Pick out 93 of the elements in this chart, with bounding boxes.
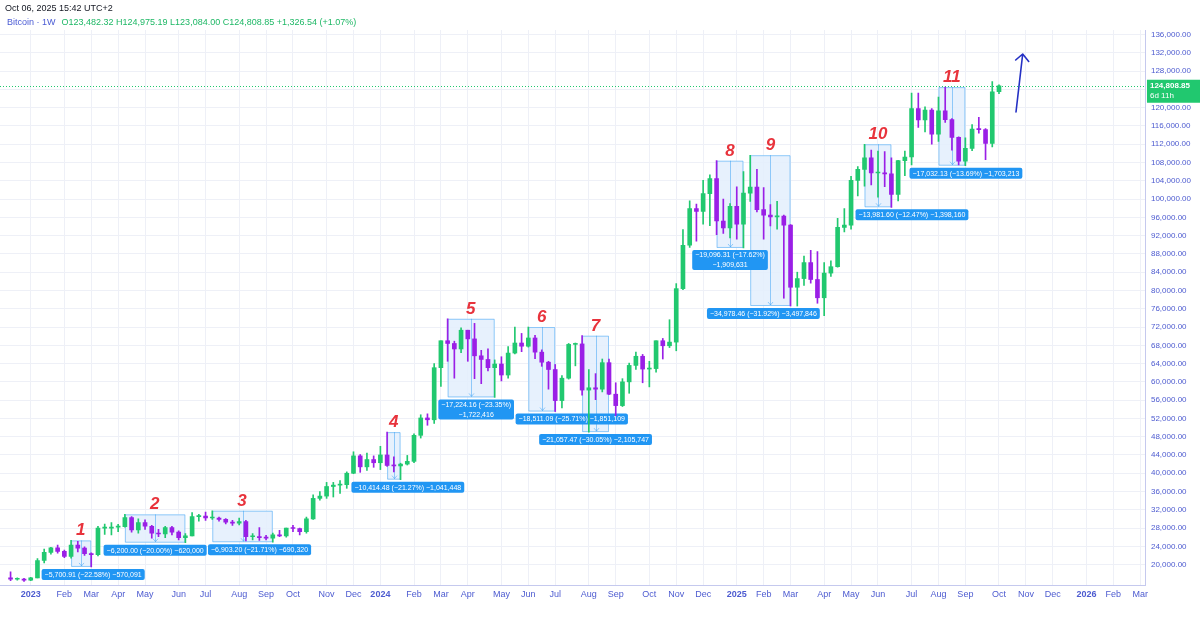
annotation: 1 — [75, 520, 86, 540]
x-tick-label: Oct — [285, 589, 301, 600]
y-tick-label: 132,000.00 — [1150, 48, 1192, 58]
candlestick — [330, 482, 336, 498]
x-tick-label: Mar — [433, 589, 449, 600]
y-tick-label: 56,000.00 — [1150, 395, 1188, 405]
x-tick-label: Nov — [1017, 589, 1035, 600]
candlestick — [88, 552, 94, 568]
y-tick-label: 72,000.00 — [1150, 322, 1188, 332]
y-tick-label: 92,000.00 — [1150, 230, 1188, 240]
x-tick-label: Aug — [930, 589, 947, 600]
x-tick-label: Sep — [957, 589, 974, 600]
candlestick — [478, 350, 484, 385]
candlestick — [196, 514, 202, 522]
x-tick-label: Jul — [549, 589, 561, 600]
y-tick-label: 64,000.00 — [1150, 358, 1188, 368]
x-tick-label: 2024 — [370, 589, 391, 600]
annotation: 2 — [148, 494, 160, 514]
y-tick-label: 136,000.00 — [1150, 29, 1192, 39]
x-tick-label: May — [842, 589, 861, 600]
x-tick-label: Feb — [755, 589, 772, 600]
x-tick-label: Aug — [231, 589, 248, 600]
x-tick-label: Sep — [607, 589, 624, 600]
x-tick-label: May — [492, 589, 511, 600]
chart-subtitle: O123,482.32 H124,975.19 L123,084.00 C124,808.85 +1,326.54 (+1.07%) — [61, 17, 357, 27]
y-tick-label: 88,000.00 — [1150, 249, 1188, 259]
ref-line-label: 124,808.85 6d 11h — [1149, 80, 1191, 100]
candlestick — [976, 116, 982, 134]
x-tick-label: Jun — [870, 589, 886, 600]
annotation: 11 — [943, 67, 961, 87]
x-tick-label: Feb — [56, 589, 73, 600]
y-tick-label: 76,000.00 — [1150, 303, 1188, 313]
annotation: 8 — [725, 140, 736, 160]
x-tick-label: Jul — [905, 589, 918, 600]
candlestick — [747, 154, 753, 202]
chart-title: Bitcoin · 1W — [7, 17, 56, 27]
annotation: 3 — [237, 490, 248, 510]
y-tick-label: 52,000.00 — [1150, 413, 1188, 423]
candlestick — [942, 86, 948, 123]
candlestick — [720, 198, 726, 234]
y-tick-label: 84,000.00 — [1150, 267, 1188, 277]
x-tick-label: Jul — [199, 589, 212, 600]
y-tick-label: 32,000.00 — [1150, 505, 1188, 515]
x-tick-label: Dec — [345, 589, 362, 600]
y-tick-label: 116,000.00 — [1150, 121, 1191, 131]
x-tick-label: Dec — [695, 589, 712, 600]
x-tick-label: Nov — [318, 589, 336, 600]
x-tick-label: Apr — [111, 589, 126, 600]
annotation: 10 — [868, 124, 888, 144]
x-tick-label: Oct — [991, 589, 1007, 600]
x-tick-label: Feb — [406, 589, 422, 600]
text: Oct 06, 2025 15:42 UTC+2 — [5, 3, 113, 13]
x-tick-label: 2023 — [20, 589, 41, 600]
x-tick-label: Sep — [258, 589, 275, 600]
y-tick-label: 104,000.00 — [1150, 176, 1192, 185]
x-tick-label: May — [136, 589, 155, 600]
y-tick-label: 44,000.00 — [1150, 450, 1188, 460]
annotation: 9 — [765, 135, 776, 155]
y-tick-label: 112,000.00 — [1150, 139, 1191, 149]
x-tick-label: 2026 — [1076, 589, 1097, 600]
y-tick-label: 20,000.00 — [1150, 559, 1188, 569]
y-tick-label: 40,000.00 — [1150, 468, 1188, 478]
x-tick-label: Mar — [1132, 589, 1148, 600]
x-tick-label: Jun — [171, 589, 186, 600]
candlestick — [781, 214, 787, 299]
y-tick-label: 120,000.00 — [1150, 102, 1192, 112]
y-tick-label: 108,000.00 — [1150, 157, 1192, 167]
x-tick-label: Mar — [782, 589, 799, 600]
y-tick-label: 28,000.00 — [1150, 523, 1188, 533]
annotation: 4 — [388, 412, 400, 432]
y-tick-label: 128,000.00 — [1150, 66, 1192, 76]
x-tick-label: Mar — [83, 589, 100, 600]
x-tick-label: Feb — [1105, 589, 1122, 600]
x-tick-label: Dec — [1044, 589, 1062, 600]
x-tick-label: Jun — [521, 589, 536, 600]
x-tick-label: Apr — [817, 589, 832, 600]
annotation: 5 — [465, 298, 476, 318]
x-tick-label: Nov — [668, 589, 685, 600]
y-tick-label: 80,000.00 — [1150, 285, 1188, 295]
x-tick-label: Apr — [460, 589, 475, 600]
x-tick-label: 2025 — [726, 589, 747, 600]
y-tick-label: 48,000.00 — [1150, 431, 1188, 441]
x-tick-label: Aug — [580, 589, 597, 600]
y-tick-label: 68,000.00 — [1150, 340, 1188, 350]
y-tick-label: 100,000.00 — [1150, 194, 1192, 204]
annotation: 6 — [537, 307, 548, 327]
y-tick-label: 36,000.00 — [1150, 486, 1188, 496]
candlestick — [492, 359, 498, 398]
annotation: 7 — [590, 315, 602, 335]
y-tick-label: 24,000.00 — [1150, 541, 1188, 551]
y-tick-label: 60,000.00 — [1150, 377, 1188, 387]
x-tick-label: Oct — [642, 589, 657, 600]
y-tick-label: 96,000.00 — [1150, 212, 1188, 222]
